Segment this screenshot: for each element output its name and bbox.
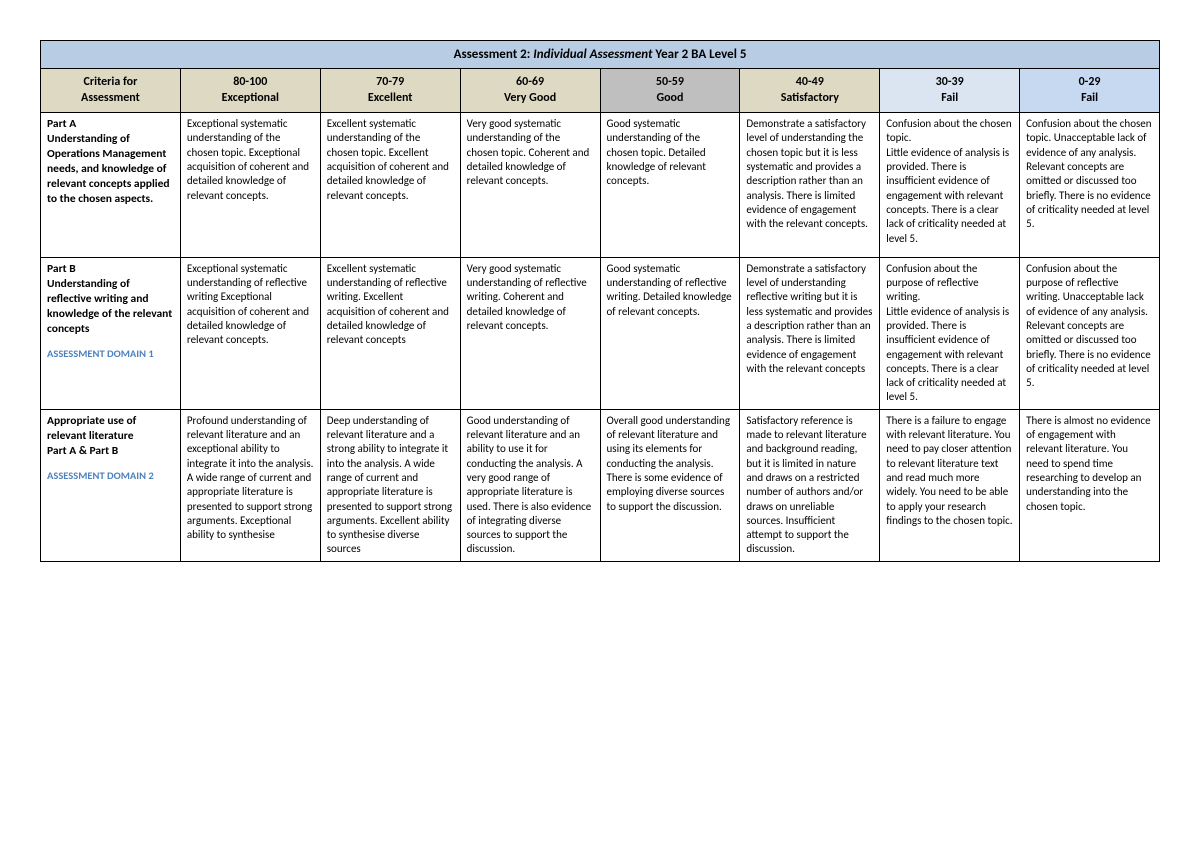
header-80-100: 80-100 Exceptional bbox=[180, 69, 320, 113]
title-row: Assessment 2: Individual Assessment Year… bbox=[41, 41, 1160, 69]
cell-70: Excellent systematic understanding of th… bbox=[320, 113, 460, 258]
rubric-row: Part AUnderstanding of Operations Manage… bbox=[41, 113, 1160, 258]
cell-70: Excellent systematic understanding of re… bbox=[320, 257, 460, 409]
cell-0: Confusion about the chosen topic. Unacce… bbox=[1020, 113, 1160, 258]
cell-0: There is almost no evidence of engagemen… bbox=[1020, 409, 1160, 561]
cell-40: Satisfactory reference is made to releva… bbox=[740, 409, 880, 561]
criteria-text: Part BUnderstanding of reflective writin… bbox=[47, 262, 172, 336]
title-prefix: Assessment 2: bbox=[454, 47, 534, 62]
cell-60: Very good systematic understanding of re… bbox=[460, 257, 600, 409]
cell-0: Confusion about the purpose of reflectiv… bbox=[1020, 257, 1160, 409]
criteria-text: Part AUnderstanding of Operations Manage… bbox=[47, 117, 170, 206]
header-70-79: 70-79 Excellent bbox=[320, 69, 460, 113]
header-50-59: 50-59 Good bbox=[600, 69, 740, 113]
cell-60: Very good systematic understanding of th… bbox=[460, 113, 600, 258]
criteria-cell: Part AUnderstanding of Operations Manage… bbox=[41, 113, 181, 258]
cell-50: Overall good understanding of relevant l… bbox=[600, 409, 740, 561]
header-row: Criteria for Assessment 80-100 Exception… bbox=[41, 69, 1160, 113]
criteria-cell: Appropriate use of relevant literaturePa… bbox=[41, 409, 181, 561]
title-suffix: Year 2 BA Level 5 bbox=[652, 47, 746, 62]
rubric-row: Part BUnderstanding of reflective writin… bbox=[41, 257, 1160, 409]
rubric-table: Assessment 2: Individual Assessment Year… bbox=[40, 40, 1160, 562]
criteria-cell: Part BUnderstanding of reflective writin… bbox=[41, 257, 181, 409]
header-criteria: Criteria for Assessment bbox=[41, 69, 181, 113]
cell-80: Exceptional systematic understanding of … bbox=[180, 257, 320, 409]
cell-80: Exceptional systematic understanding of … bbox=[180, 113, 320, 258]
rubric-row: Appropriate use of relevant literaturePa… bbox=[41, 409, 1160, 561]
header-40-49: 40-49 Satisfactory bbox=[740, 69, 880, 113]
cell-40: Demonstrate a satisfactory level of unde… bbox=[740, 257, 880, 409]
domain-label: ASSESSMENT DOMAIN 1 bbox=[47, 347, 174, 361]
cell-30: Confusion about the chosen topic.Little … bbox=[880, 113, 1020, 258]
domain-label: ASSESSMENT DOMAIN 2 bbox=[47, 469, 174, 483]
cell-60: Good understanding of relevant literatur… bbox=[460, 409, 600, 561]
header-60-69: 60-69 Very Good bbox=[460, 69, 600, 113]
criteria-text: Appropriate use of relevant literaturePa… bbox=[47, 414, 136, 458]
cell-30: There is a failure to engage with releva… bbox=[880, 409, 1020, 561]
header-0-29: 0-29 Fail bbox=[1020, 69, 1160, 113]
cell-50: Good systematic understanding of the cho… bbox=[600, 113, 740, 258]
cell-70: Deep understanding of relevant literatur… bbox=[320, 409, 460, 561]
rubric-title: Assessment 2: Individual Assessment Year… bbox=[41, 41, 1160, 69]
cell-80: Profound understanding of relevant liter… bbox=[180, 409, 320, 561]
cell-30: Confusion about the purpose of reflectiv… bbox=[880, 257, 1020, 409]
title-italic: Individual Assessment bbox=[533, 47, 652, 62]
cell-50: Good systematic understanding of reflect… bbox=[600, 257, 740, 409]
header-30-39: 30-39 Fail bbox=[880, 69, 1020, 113]
cell-40: Demonstrate a satisfactory level of unde… bbox=[740, 113, 880, 258]
